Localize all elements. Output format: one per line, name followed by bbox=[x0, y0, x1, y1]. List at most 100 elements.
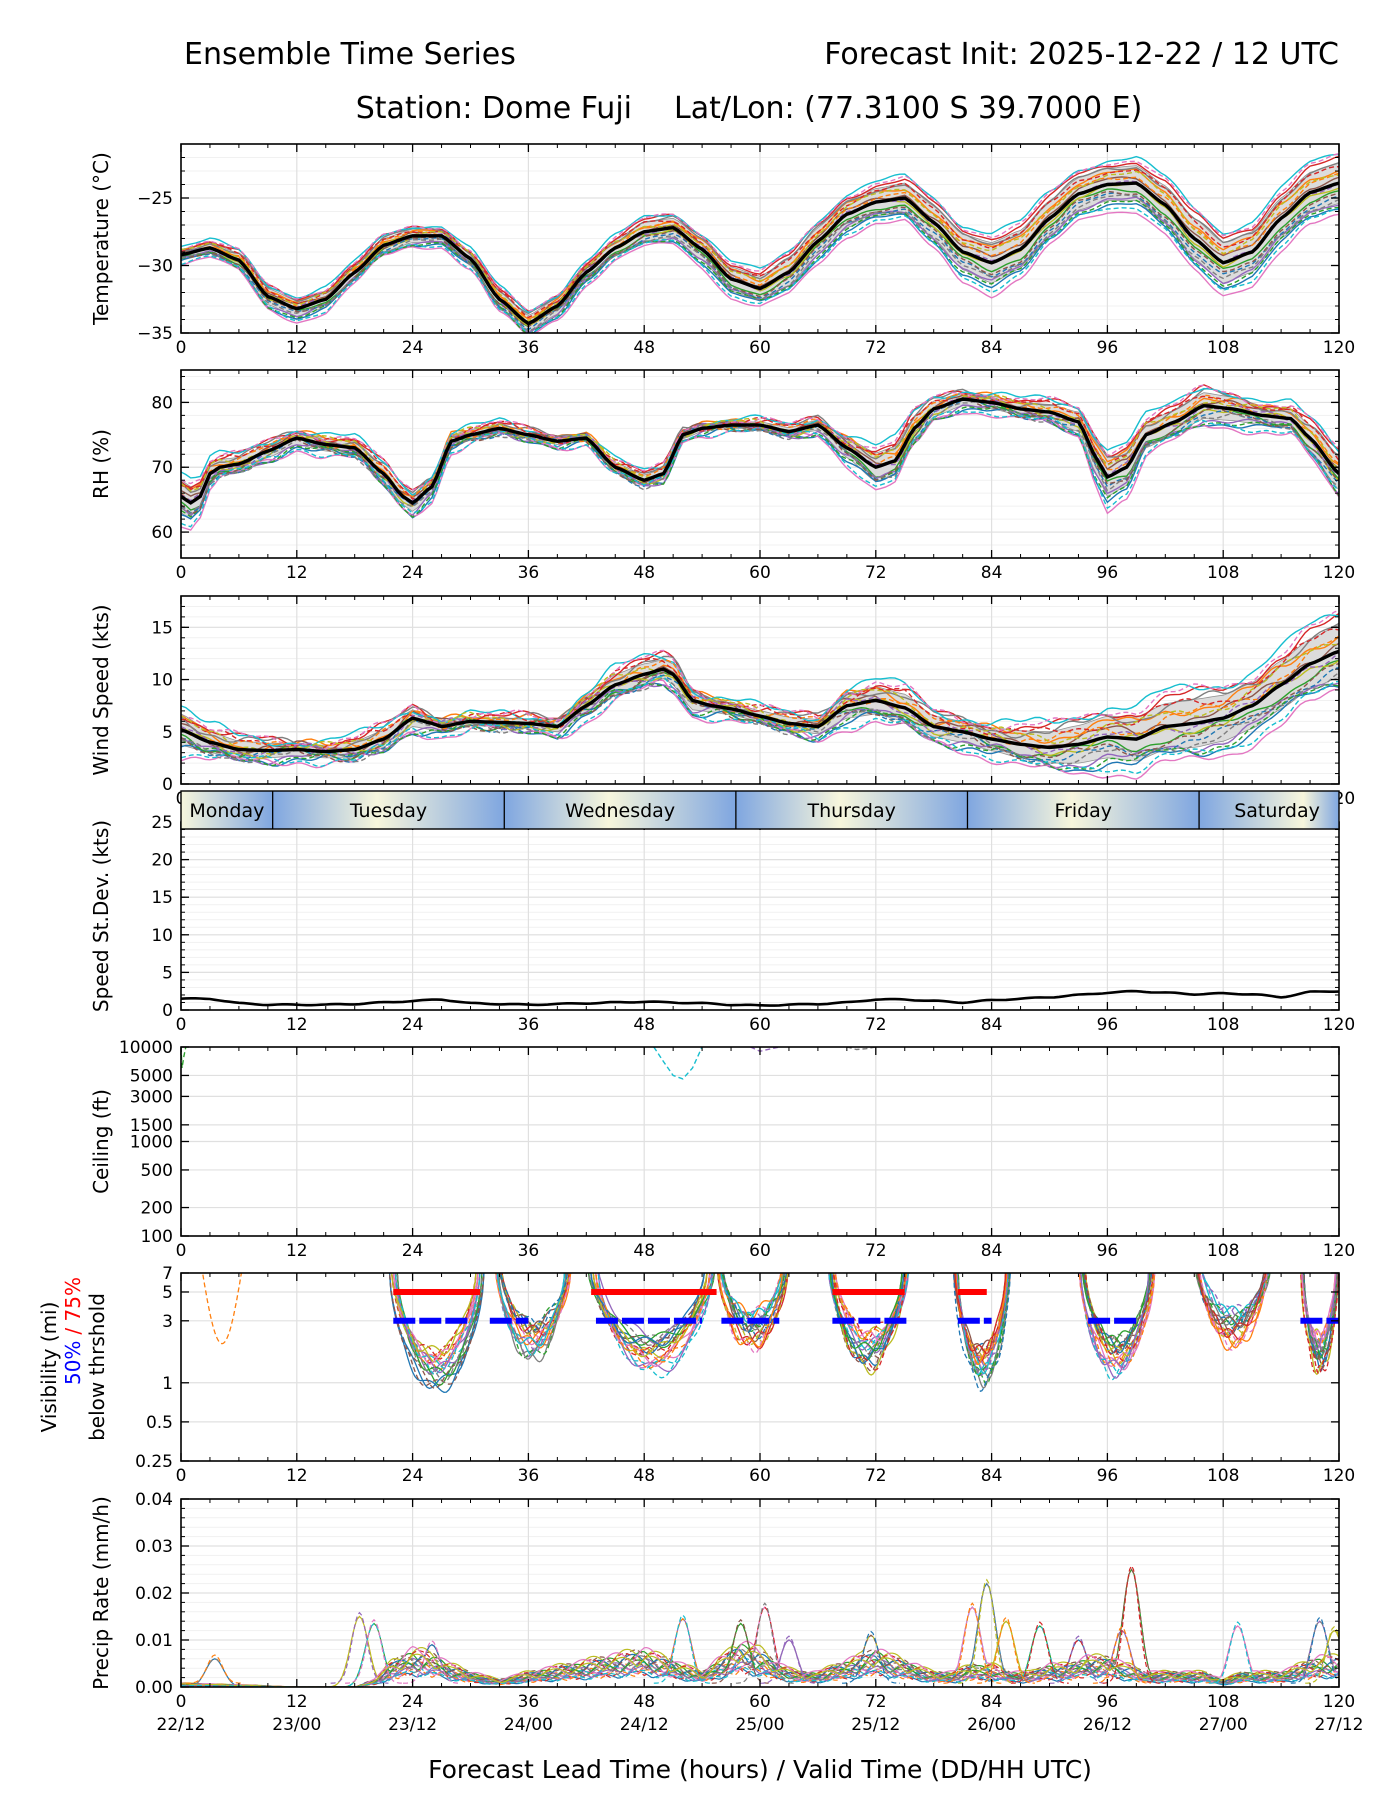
x-tick-label: 0 bbox=[176, 1692, 187, 1712]
precip-member-line bbox=[181, 1625, 1339, 1687]
y-tick-label: 10000 bbox=[119, 1038, 173, 1058]
y-tick-label: 0.04 bbox=[135, 1490, 173, 1510]
precip-member-line bbox=[181, 1625, 1339, 1687]
x-tick-label: 108 bbox=[1207, 563, 1239, 583]
ensemble-member-line bbox=[181, 675, 1339, 775]
x-tick-label: 72 bbox=[865, 1692, 887, 1712]
visibility-member-line bbox=[396, 1273, 483, 1376]
day-label-wednesday: Wednesday bbox=[565, 800, 675, 822]
forecast-init-label: Forecast Init: 2025-12-22 / 12 UTC bbox=[824, 37, 1339, 72]
ceiling-member-line bbox=[846, 1047, 876, 1051]
visibility-member-line bbox=[496, 1273, 566, 1347]
y-tick-label: 10 bbox=[151, 671, 173, 691]
x-tick-label: 72 bbox=[865, 1466, 887, 1486]
panel-temperature: −35 −30 −25 0 12 24 36 48 60 72 84 96 108 120 Temperat… bbox=[89, 143, 1355, 358]
y-tick-label: 3000 bbox=[130, 1087, 173, 1107]
visibility-member-line bbox=[388, 1273, 485, 1389]
valid-time-label: 26/00 bbox=[967, 1715, 1016, 1735]
plot-area-wind bbox=[181, 609, 1339, 780]
x-tick-label: 96 bbox=[1097, 338, 1119, 358]
y-tick-label: 25 bbox=[151, 813, 173, 833]
grid-temperature bbox=[180, 143, 1340, 334]
x-tick-label: 84 bbox=[981, 563, 1003, 583]
x-tick-label: 12 bbox=[286, 338, 308, 358]
ensemble-member-line bbox=[181, 207, 1339, 333]
x-tick-label: 0 bbox=[176, 1466, 187, 1486]
x-tick-label: 108 bbox=[1207, 1015, 1239, 1035]
x-tick-label: 36 bbox=[518, 1015, 540, 1035]
x-tick-label: 96 bbox=[1097, 1015, 1119, 1035]
x-axis-label: Forecast Lead Time (hours) / Valid Time … bbox=[428, 1755, 1092, 1784]
panel-wind: 05101501224364860728496108120Wind Speed … bbox=[89, 595, 1355, 809]
panel-rh: 60 70 80 0 12 24 36 48 60 72 84 96 108 120 RH (%) bbox=[89, 369, 1355, 583]
visibility-member-line bbox=[597, 1273, 714, 1379]
visibility-member-line bbox=[1199, 1273, 1268, 1349]
precip-spike-line bbox=[653, 1614, 712, 1684]
x-tick-label: 72 bbox=[865, 1015, 887, 1035]
x-tick-label: 12 bbox=[286, 1466, 308, 1486]
precip-spike-line bbox=[1208, 1621, 1267, 1684]
x-tick-label: 24 bbox=[402, 1692, 424, 1712]
y-tick-label: 15 bbox=[151, 618, 173, 638]
station-label: Station: Dome Fuji bbox=[356, 91, 632, 126]
y-tick-label: 0.00 bbox=[135, 1678, 173, 1698]
ensemble-member-line bbox=[181, 400, 1339, 515]
precip-spike-line bbox=[1010, 1621, 1069, 1684]
valid-time-label: 22/12 bbox=[157, 1715, 206, 1735]
y-tick-label: 0 bbox=[162, 775, 173, 795]
visibility-member-line bbox=[1199, 1273, 1268, 1345]
ensemble-member-line bbox=[181, 628, 1339, 753]
valid-time-label: 27/12 bbox=[1315, 1715, 1364, 1735]
x-tick-label: 120 bbox=[1323, 338, 1355, 358]
ensemble-member-line bbox=[181, 643, 1339, 755]
valid-time-label: 25/12 bbox=[851, 1715, 900, 1735]
valid-time-label: 27/00 bbox=[1199, 1715, 1248, 1735]
x-tick-label: 96 bbox=[1097, 1466, 1119, 1486]
precip-spike-line bbox=[842, 1630, 900, 1684]
y-tick-label: 0.02 bbox=[135, 1584, 173, 1604]
precip-spike-line bbox=[185, 1654, 244, 1684]
visibility-member-line bbox=[832, 1273, 906, 1371]
visibility-member-line bbox=[717, 1273, 789, 1346]
day-label-tuesday: Tuesday bbox=[349, 800, 427, 822]
visibility-member-line bbox=[1197, 1273, 1267, 1338]
day-label-friday: Friday bbox=[1054, 800, 1112, 822]
precip-spike-line bbox=[760, 1635, 818, 1684]
y-tick-label: 80 bbox=[151, 393, 173, 413]
visibility-member-line bbox=[956, 1273, 1009, 1375]
x-tick-label: 48 bbox=[633, 1692, 655, 1712]
visibility-member-line bbox=[1195, 1273, 1270, 1326]
x-tick-label: 48 bbox=[633, 1015, 655, 1035]
visibility-member-line bbox=[832, 1273, 906, 1376]
y-axis-label: Speed St.Dev. (kts) bbox=[89, 820, 113, 1012]
precip-spike-line bbox=[957, 1578, 1016, 1684]
x-tick-label: 12 bbox=[286, 1241, 308, 1261]
x-tick-label: 12 bbox=[286, 563, 308, 583]
visibility-member-line bbox=[592, 1273, 708, 1364]
y-tick-label: −25 bbox=[137, 189, 173, 209]
x-tick-label: 84 bbox=[981, 1015, 1003, 1035]
x-tick-label: 60 bbox=[749, 338, 771, 358]
y-tick-label: 5000 bbox=[130, 1066, 173, 1086]
x-tick-label: 84 bbox=[981, 1241, 1003, 1261]
x-tick-label: 24 bbox=[402, 1466, 424, 1486]
x-tick-label: 120 bbox=[1323, 1241, 1355, 1261]
visibility-member-line bbox=[1082, 1273, 1151, 1345]
x-tick-label: 60 bbox=[749, 1241, 771, 1261]
ensemble-member-line bbox=[181, 153, 1339, 314]
x-tick-label: 60 bbox=[749, 1466, 771, 1486]
y-tick-label: 20 bbox=[151, 851, 173, 871]
y-tick-label: 10 bbox=[151, 926, 173, 946]
x-tick-label: 48 bbox=[633, 1466, 655, 1486]
y-tick-label: 0.25 bbox=[135, 1452, 173, 1472]
visibility-member-line bbox=[1078, 1273, 1156, 1368]
ensemble-member-line bbox=[181, 190, 1339, 328]
x-tick-label: 108 bbox=[1207, 338, 1239, 358]
ensemble-member-line bbox=[181, 662, 1339, 763]
plot-area-precip bbox=[181, 1564, 1339, 1687]
ensemble-member-line bbox=[181, 152, 1339, 312]
x-tick-label: 12 bbox=[286, 1692, 308, 1712]
x-tick-label: 24 bbox=[402, 338, 424, 358]
x-tick-label: 12 bbox=[286, 1015, 308, 1035]
